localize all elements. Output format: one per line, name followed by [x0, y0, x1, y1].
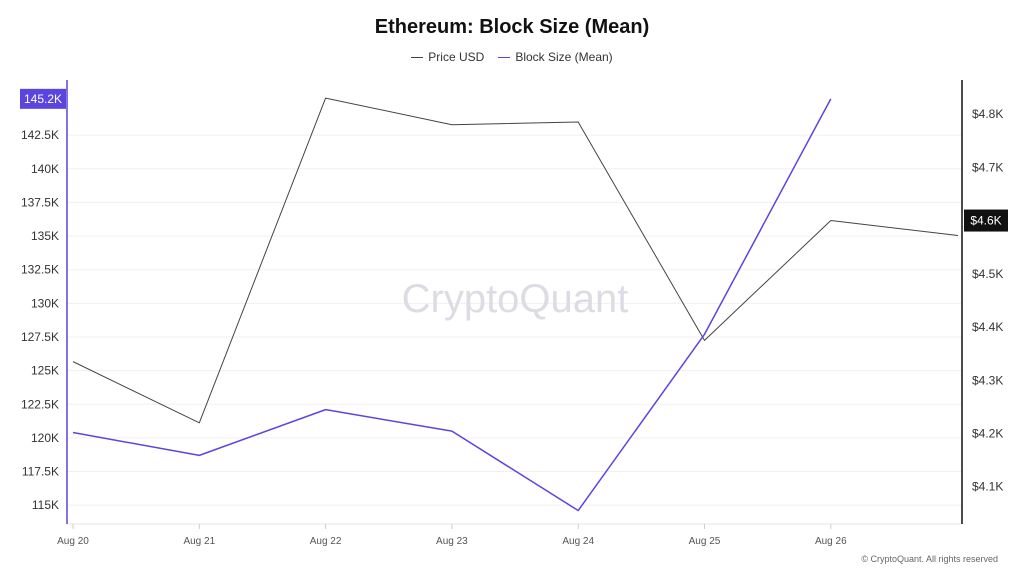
y-left-highlight-badge — [20, 88, 66, 109]
y-left-tick-label: 122.5K — [21, 397, 59, 411]
series-line-price — [72, 97, 959, 424]
y-right-tick-label: $4.1K — [972, 480, 1003, 494]
y-left-tick-label: 142.5K — [21, 128, 59, 142]
legend-label-price: Price USD — [428, 50, 485, 64]
y-left-highlight-label: 145.2K — [24, 92, 62, 106]
x-tick-label: Aug 20 — [57, 536, 89, 547]
y-right-highlight-label: $4.6K — [970, 214, 1001, 228]
y-left-tick-label: 137.5K — [21, 195, 59, 209]
legend-label-block-size: Block Size (Mean) — [515, 50, 613, 64]
legend-item-price[interactable]: Price USD — [411, 50, 484, 64]
y-left-tick-label: 115K — [32, 498, 59, 512]
y-right-tick-label: $4.4K — [972, 320, 1003, 334]
legend: Price USD Block Size (Mean) — [0, 50, 1024, 64]
y-right-highlight-badge — [964, 209, 1008, 232]
y-left-tick-label: 135K — [31, 229, 59, 243]
chart-title: Ethereum: Block Size (Mean) — [374, 16, 650, 38]
legend-swatch-block-size — [498, 56, 511, 58]
y-left-tick-label: 130K — [31, 296, 59, 310]
y-left-tick-label: 117.5K — [22, 465, 59, 479]
y-right-tick-label: $4.5K — [972, 267, 1003, 281]
watermark: CryptoQuant — [402, 277, 629, 321]
copyright-text: © CryptoQuant. All rights reserved — [861, 554, 998, 564]
y-left-tick-label: 140K — [31, 162, 59, 176]
x-tick-label: Aug 24 — [562, 536, 594, 547]
x-tick-label: Aug 26 — [815, 536, 847, 547]
legend-swatch-price — [411, 56, 424, 58]
y-left-tick-label: 120K — [31, 431, 59, 445]
y-right-tick-label: $4.2K — [972, 426, 1003, 440]
y-left-tick-label: 127.5K — [21, 330, 59, 344]
x-tick-label: Aug 22 — [310, 536, 342, 547]
y-left-tick-label: 125K — [31, 364, 59, 378]
y-right-tick-label: $4.3K — [972, 373, 1003, 387]
x-tick-label: Aug 23 — [436, 536, 468, 547]
y-right-tick-label: $4.8K — [972, 107, 1003, 121]
y-left-tick-label: 132.5K — [21, 263, 59, 277]
x-tick-label: Aug 25 — [689, 536, 721, 547]
legend-item-block-size[interactable]: Block Size (Mean) — [498, 50, 613, 64]
y-right-tick-label: $4.7K — [972, 160, 1003, 174]
x-tick-label: Aug 21 — [183, 536, 215, 547]
